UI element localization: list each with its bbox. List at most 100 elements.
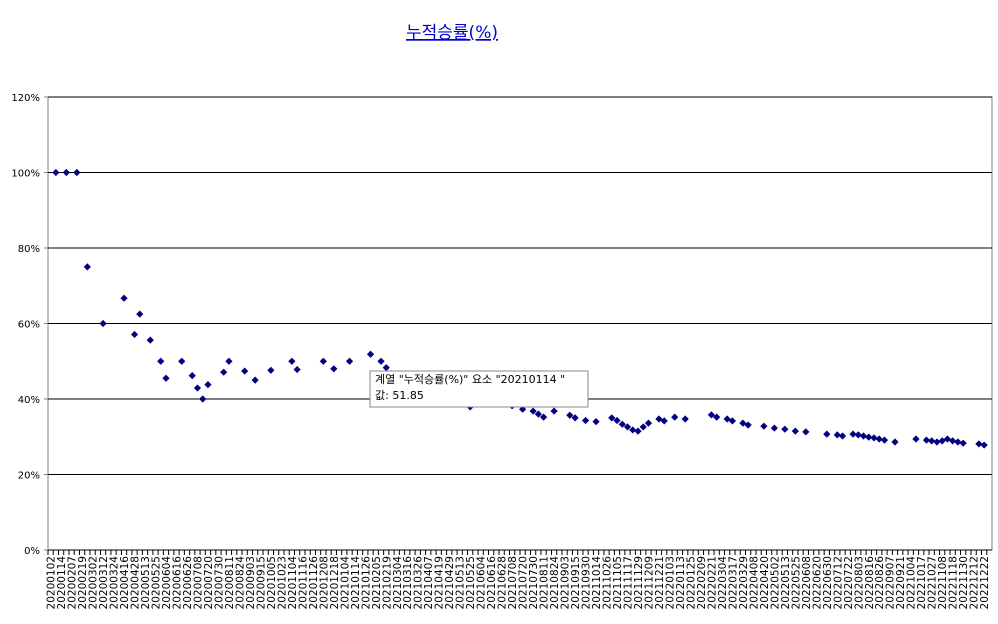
point (608, 414, 616, 422)
point (713, 413, 721, 421)
point (891, 438, 899, 446)
chart-title: 누적승률(%) (406, 23, 498, 43)
x-tick-label: 20220620 (811, 556, 823, 609)
x-tick-label: 20200312 (98, 556, 110, 609)
point (382, 364, 390, 372)
point (330, 365, 338, 373)
point (592, 418, 600, 426)
point (823, 430, 831, 438)
x-tick-label: 20210915 (570, 556, 582, 609)
point (875, 435, 883, 443)
point (319, 357, 327, 365)
x-tick-label: 20200811 (224, 556, 236, 609)
x-tick-label: 20210720 (518, 556, 530, 609)
x-tick-label: 20200102 (46, 556, 58, 609)
point (849, 430, 857, 438)
point (193, 384, 202, 392)
point (146, 336, 154, 344)
x-tick-label: 20211105 (612, 556, 624, 609)
point (241, 367, 249, 375)
point (204, 381, 212, 389)
point (618, 420, 626, 428)
x-tick-label: 20210616 (486, 556, 498, 610)
x-tick-label: 20200219 (77, 556, 89, 609)
x-tick-label: 20210316 (402, 556, 414, 610)
x-tick-label: 20220408 (748, 556, 760, 609)
x-tick-label: 20220525 (790, 556, 802, 609)
y-tick-label: 60% (18, 320, 40, 331)
point (566, 411, 574, 419)
x-tick-label: 20200114 (56, 556, 68, 610)
point (225, 357, 233, 365)
y-tick-label: 40% (18, 395, 40, 406)
point (870, 434, 878, 442)
x-tick-label: 20220608 (801, 556, 813, 609)
point (802, 428, 810, 436)
x-tick-label: 20220907 (885, 556, 897, 609)
point (854, 431, 862, 439)
point (671, 413, 679, 421)
x-tick-label: 20201005 (266, 556, 278, 609)
point (120, 294, 128, 302)
point (949, 437, 957, 445)
point (220, 368, 228, 376)
x-tick-label: 20221017 (916, 556, 928, 609)
x-tick-label: 20220420 (759, 556, 771, 609)
point (629, 426, 637, 434)
x-tick-label: 20221130 (958, 556, 970, 609)
x-tick-label: 20221027 (927, 556, 939, 609)
x-tick-label: 20220826 (874, 556, 886, 610)
x-tick-label: 20210114 (350, 556, 362, 610)
x-tick-label: 20211209 (643, 556, 655, 609)
point (838, 432, 847, 440)
x-tick-label: 20220329 (738, 556, 750, 609)
point (188, 371, 196, 380)
x-tick-label: 20220502 (769, 556, 781, 609)
x-tick-label: 20210304 (392, 556, 404, 610)
tooltip: 계열 "누적승률(%)" 요소 "20210114 " 값: 51.85 (369, 370, 589, 408)
x-tick-label: 20210513 (455, 556, 467, 609)
y-tick-label: 0% (24, 546, 40, 557)
x-tick-label: 20210126 (360, 556, 372, 610)
y-tick-label: 120% (11, 93, 40, 104)
x-tick-label: 20220113 (675, 556, 687, 609)
point (707, 411, 716, 419)
x-tick-label: 20221108 (937, 556, 949, 609)
point (865, 433, 873, 441)
x-tick-label: 20201126 (308, 556, 320, 610)
x-tick-label: 20201218 (329, 556, 341, 609)
x-tick-label: 20201023 (276, 556, 288, 609)
x-tick-label: 20210824 (549, 556, 561, 610)
x-tick-label: 20200604 (161, 556, 173, 610)
point (644, 419, 653, 427)
x-tick-label: 20220921 (895, 556, 907, 609)
point (52, 168, 60, 177)
point (639, 423, 647, 431)
point (922, 436, 931, 444)
x-tick-label: 20220103 (664, 556, 676, 609)
point (571, 414, 579, 422)
x-tick-label: 20201208 (318, 556, 330, 609)
x-tick-label: 20200824 (234, 556, 246, 610)
x-tick-label: 20220803 (853, 556, 865, 609)
point (162, 374, 170, 382)
point (928, 437, 936, 445)
x-tick-label: 20200915 (255, 556, 267, 609)
point (581, 416, 590, 425)
x-tick-label: 20200324 (109, 556, 121, 610)
point (540, 413, 548, 421)
x-tick-label: 20200207 (67, 556, 79, 609)
point (267, 366, 275, 374)
x-tick-label: 20200903 (245, 556, 257, 609)
point (954, 438, 962, 446)
point (529, 407, 537, 415)
x-tick-label: 20200428 (130, 556, 142, 609)
point (345, 357, 354, 365)
x-tick-label: 20200626 (182, 556, 194, 610)
point (959, 439, 967, 447)
point (136, 310, 144, 318)
point (880, 436, 889, 444)
point (859, 432, 868, 440)
x-tick-label: 20200525 (151, 556, 163, 609)
